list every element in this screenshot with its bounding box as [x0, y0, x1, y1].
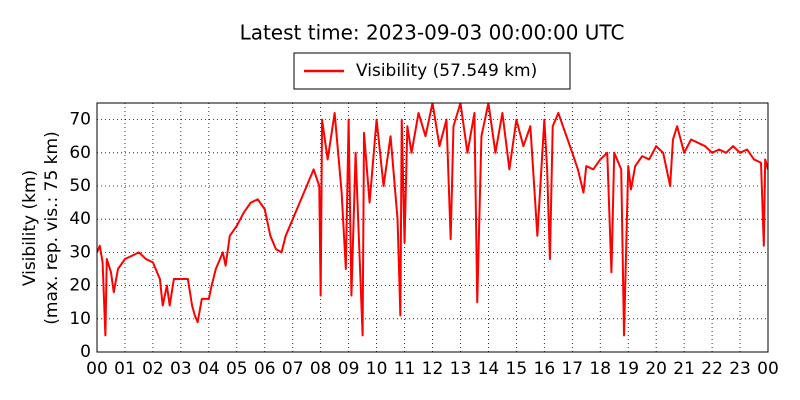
x-tick-label: 22 [701, 359, 723, 379]
x-tick-label: 06 [254, 359, 276, 379]
x-tick-label: 07 [282, 359, 304, 379]
x-tick-label: 02 [142, 359, 164, 379]
x-tick-label: 03 [170, 359, 192, 379]
y-tick-label: 40 [69, 209, 91, 229]
x-tick-label: 11 [394, 359, 416, 379]
chart-title: Latest time: 2023-09-03 00:00:00 UTC [240, 21, 625, 45]
x-tick-label: 17 [561, 359, 583, 379]
plot-frame [96, 102, 769, 353]
x-tick-label: 12 [422, 359, 444, 379]
y-axis-label: (max. rep. vis.: 75 km) [42, 131, 62, 324]
y-tick-label: 60 [69, 143, 91, 163]
x-tick-label: 08 [310, 359, 332, 379]
y-tick-label: 70 [69, 110, 91, 130]
x-tick-label: 13 [450, 359, 472, 379]
x-tick-label: 14 [478, 359, 500, 379]
y-axis-label: Visibility (km) [20, 170, 40, 286]
x-tick-label: 21 [673, 359, 695, 379]
y-tick-label: 20 [69, 276, 91, 296]
x-tick-label: 23 [729, 359, 751, 379]
y-tick-label: 50 [69, 176, 91, 196]
x-tick-label: 10 [366, 359, 388, 379]
x-tick-label: 20 [645, 359, 667, 379]
x-tick-label: 00 [86, 359, 108, 379]
x-tick-label: 09 [338, 359, 360, 379]
x-tick-label: 01 [114, 359, 136, 379]
legend-label: Visibility (57.549 km) [356, 61, 537, 81]
y-tick-label: 30 [69, 242, 91, 262]
x-tick-label: 00 [757, 359, 779, 379]
x-tick-label: 15 [506, 359, 528, 379]
x-tick-label: 16 [534, 359, 556, 379]
data-line [97, 103, 768, 337]
y-tick-label: 0 [80, 342, 91, 362]
x-tick-label: 04 [198, 359, 220, 379]
x-tick-label: 05 [226, 359, 248, 379]
y-tick-label: 10 [69, 309, 91, 329]
x-tick-label: 18 [589, 359, 611, 379]
x-tick-label: 19 [617, 359, 639, 379]
